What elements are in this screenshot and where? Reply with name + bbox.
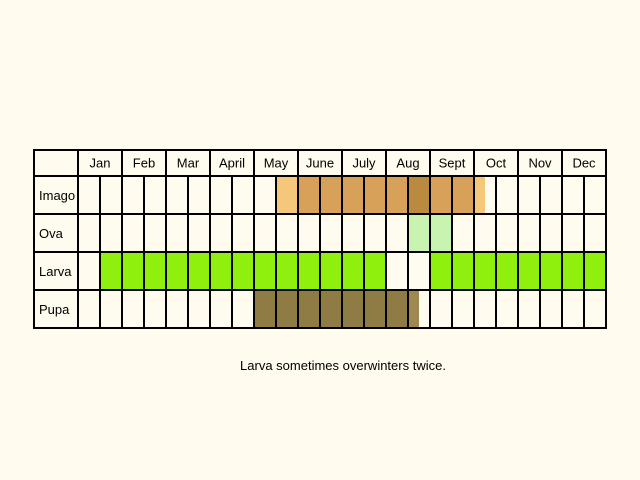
month-label-april: April (219, 156, 245, 171)
month-label-aug: Aug (396, 156, 419, 171)
imago-band-0 (276, 176, 298, 214)
month-label-june: June (306, 156, 334, 171)
month-label-feb: Feb (133, 156, 155, 171)
month-label-july: July (352, 156, 376, 171)
month-label-oct: Oct (486, 156, 507, 171)
stage-label-pupa: Pupa (39, 302, 70, 317)
month-label-nov: Nov (528, 156, 552, 171)
month-label-jan: Jan (90, 156, 111, 171)
pupa-band-0 (254, 290, 408, 328)
month-label-may: May (264, 156, 289, 171)
larva-band-0 (100, 252, 386, 290)
imago-band-1 (298, 176, 408, 214)
stage-label-ova: Ova (39, 226, 64, 241)
month-label-sept: Sept (439, 156, 466, 171)
month-label-dec: Dec (572, 156, 596, 171)
calendar-grid (33, 149, 607, 329)
month-labels: Jan Feb Mar April May June July Aug Sept Oct Nov De… (90, 156, 597, 171)
month-label-mar: Mar (177, 156, 200, 171)
stage-labels: Imago Ova Larva Pupa (39, 188, 75, 317)
imago-band-2 (408, 176, 430, 214)
imago-band-4 (474, 176, 485, 214)
stage-label-imago: Imago (39, 188, 75, 203)
stage-label-larva: Larva (39, 264, 72, 279)
pupa-band-1 (408, 290, 419, 328)
overwinter-note: Larva sometimes overwinters twice. (240, 358, 446, 373)
